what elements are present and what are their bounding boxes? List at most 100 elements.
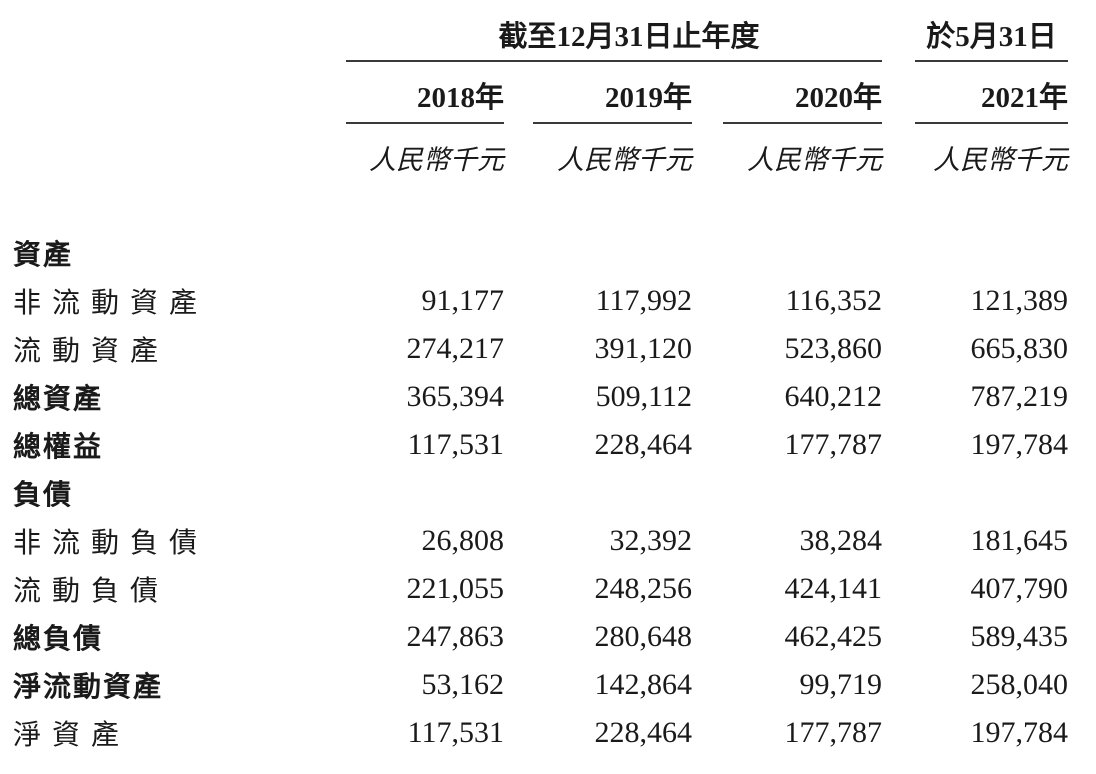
unit-header-2019: 人民幣千元: [557, 145, 692, 175]
cell-2019: 509,112: [595, 380, 692, 413]
column-gap: [882, 661, 915, 709]
table-row: 流動資產 274,217 391,120 523,860 665,830: [0, 325, 1068, 373]
table-row: 非流動負債 26,808 32,392 38,284 181,645: [0, 517, 1068, 565]
table-row: 流動負債 221,055 248,256 424,141 407,790: [0, 565, 1068, 613]
column-gap: [692, 517, 723, 565]
column-gap: [504, 565, 533, 613]
column-gap: [882, 517, 915, 565]
unit-header-row: 人民幣千元 人民幣千元 人民幣千元 人民幣千元: [0, 123, 1068, 181]
cell-2019: [533, 229, 692, 277]
column-gap: [692, 123, 723, 181]
table-row: 淨流動資產 53,162 142,864 99,719 258,040: [0, 661, 1068, 709]
column-gap: [692, 709, 723, 757]
cell-2020: 640,212: [784, 380, 883, 413]
column-gap: [882, 61, 915, 123]
row-label: 總權益: [13, 432, 104, 463]
column-gap: [882, 123, 915, 181]
cell-2018: 117,531: [407, 716, 504, 749]
row-label: 非流動資產: [13, 288, 209, 319]
cell-2019: 391,120: [594, 332, 693, 365]
table-row: 總負債 247,863 280,648 462,425 589,435: [0, 613, 1068, 661]
table-row: 總資產 365,394 509,112 640,212 787,219: [0, 373, 1068, 421]
cell-2021: 407,790: [970, 572, 1069, 605]
spacer-row: [0, 181, 1068, 229]
cell-2018: [346, 229, 504, 277]
year-header-2019: 2019年: [533, 61, 692, 124]
cell-2018: 221,055: [406, 572, 505, 605]
row-label: 負債: [13, 480, 74, 511]
table-body: 資產 非流動資產 91,177 117,992 116,352 121,389 …: [0, 229, 1068, 757]
column-gap: [882, 613, 915, 661]
column-gap: [504, 421, 533, 469]
cell-2021: 197,784: [970, 716, 1069, 749]
years-ended-header: 截至12月31日止年度: [346, 0, 882, 62]
row-label: 資產: [13, 240, 74, 271]
cell-2018: 117,531: [407, 428, 504, 461]
unit-header-2020: 人民幣千元: [747, 145, 882, 175]
column-gap: [504, 469, 533, 517]
table-row: 資產: [0, 229, 1068, 277]
column-gap: [692, 325, 723, 373]
column-gap: [504, 123, 533, 181]
row-label: 淨資產: [13, 720, 131, 751]
year-header-2021: 2021年: [915, 61, 1068, 124]
cell-2020: [723, 229, 882, 277]
column-gap: [504, 661, 533, 709]
row-label: 流動負債: [13, 576, 170, 607]
row-label: 非流動負債: [13, 528, 209, 559]
column-gap: [692, 373, 723, 421]
cell-2020: 523,860: [784, 332, 883, 365]
column-gap: [504, 709, 533, 757]
cell-2018: 26,808: [421, 524, 505, 557]
year-header-2020: 2020年: [723, 61, 882, 124]
row-label: 總負債: [13, 624, 104, 655]
column-gap: [692, 661, 723, 709]
column-gap: [504, 613, 533, 661]
cell-2018: 274,217: [406, 332, 505, 365]
row-label: 淨流動資產: [13, 672, 164, 703]
cell-2020: 116,352: [785, 284, 882, 317]
as-of-header: 於5月31日: [915, 0, 1068, 62]
financial-summary-table: 截至12月31日止年度 於5月31日 2018年 2019年 2020年 202…: [0, 0, 1068, 757]
year-header-row: 2018年 2019年 2020年 2021年: [0, 61, 1068, 124]
cell-2021: 787,219: [970, 380, 1069, 413]
cell-2020: 462,425: [784, 620, 883, 653]
column-gap: [692, 613, 723, 661]
header-spacer: [0, 123, 346, 181]
unit-header-2018: 人民幣千元: [369, 145, 504, 175]
cell-2021: 589,435: [970, 620, 1069, 653]
cell-2020: 424,141: [784, 572, 883, 605]
row-label: 總資產: [13, 384, 104, 415]
unit-header-2021: 人民幣千元: [933, 145, 1068, 175]
cell-2019: 228,464: [594, 716, 693, 749]
column-gap: [504, 61, 533, 123]
cell-2021: 197,784: [970, 428, 1069, 461]
cell-2021: 258,040: [970, 668, 1069, 701]
cell-2018: 247,863: [406, 620, 505, 653]
column-gap: [504, 517, 533, 565]
column-gap: [882, 325, 915, 373]
row-label: 流動資產: [13, 336, 170, 367]
cell-2020: 38,284: [799, 524, 883, 557]
period-header-row: 截至12月31日止年度 於5月31日: [0, 0, 1068, 62]
column-gap: [882, 469, 915, 517]
column-gap: [504, 229, 533, 277]
column-gap: [692, 277, 723, 325]
cell-2019: 32,392: [609, 524, 693, 557]
cell-2019: [533, 469, 692, 517]
header-spacer: [0, 61, 346, 123]
cell-2019: 248,256: [594, 572, 693, 605]
table-row: 淨資產 117,531 228,464 177,787 197,784: [0, 709, 1068, 757]
column-gap: [882, 421, 915, 469]
cell-2020: 177,787: [784, 428, 883, 461]
column-gap: [882, 709, 915, 757]
column-gap: [692, 469, 723, 517]
cell-2019: 117,992: [595, 284, 692, 317]
column-gap: [882, 0, 915, 61]
column-gap: [692, 421, 723, 469]
cell-2021: 121,389: [970, 284, 1069, 317]
cell-2018: [346, 469, 504, 517]
column-gap: [882, 277, 915, 325]
cell-2021: 181,645: [970, 524, 1069, 557]
column-gap: [504, 373, 533, 421]
